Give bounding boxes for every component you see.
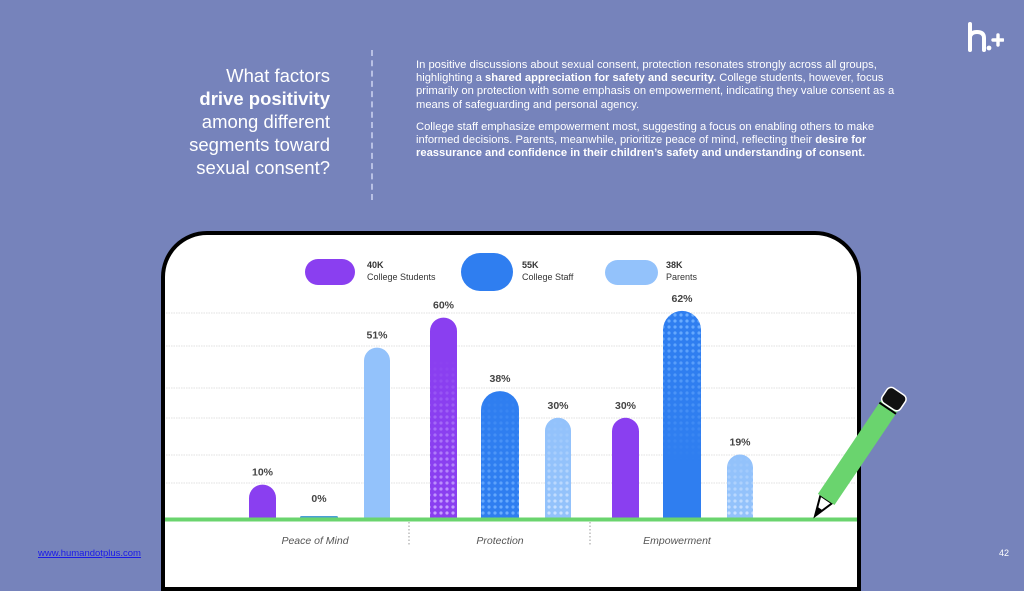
category-label: Peace of Mind — [281, 535, 349, 547]
category-label: Protection — [476, 535, 523, 547]
question-line-1: What factors — [226, 65, 330, 86]
legend-label: College Students — [367, 272, 436, 282]
value-label: 60% — [433, 300, 455, 312]
legend: 40K College Students 55K College Staff 38K Pa… — [305, 253, 698, 291]
bars — [249, 310, 753, 519]
bar-college-students-empowerment — [612, 417, 639, 518]
value-label: 38% — [489, 373, 511, 385]
legend-swatch — [605, 260, 658, 285]
website-link[interactable]: www.humandotplus.com — [38, 548, 141, 559]
legend-item-college-staff: 55K College Staff — [461, 253, 574, 291]
question-line-4: segments toward — [189, 134, 330, 155]
bar-parents-empowerment — [727, 454, 753, 518]
category-labels: Peace of Mind Protection Empowerment — [281, 535, 711, 547]
question-line-5: sexual consent? — [196, 157, 330, 178]
bar-college-staff-protection — [481, 391, 519, 518]
question-emphasis: drive positivity — [199, 88, 330, 109]
pencil-icon — [813, 386, 907, 519]
legend-item-college-students: 40K College Students — [305, 259, 436, 285]
category-label: Empowerment — [643, 535, 712, 547]
question-line-3: among different — [201, 111, 330, 132]
bar-parents-peace-of-mind — [364, 347, 390, 518]
summary-p2-bold: desire for reassurance and confidence in… — [416, 134, 867, 160]
value-labels: 10% 0% 51% 60% 38% 30% 30% 62% 19% — [252, 293, 751, 505]
summary-p1-text-a: In positive discussions about sexual con… — [416, 59, 877, 85]
value-label: 62% — [671, 293, 693, 305]
value-label: 30% — [547, 400, 569, 412]
summary-paragraph-2: College staff emphasize empowerment most… — [416, 121, 896, 161]
value-label: 19% — [729, 437, 751, 449]
legend-label: Parents — [666, 272, 698, 282]
h-plus-logo-icon — [968, 22, 1004, 52]
bar-chart: 10% 0% 51% 60% 38% 30% 30% 62% 19% Peace of Mind… — [165, 253, 907, 547]
value-label: 10% — [252, 467, 274, 479]
bar-college-staff-empowerment — [663, 310, 701, 518]
page-number: 42 — [999, 548, 1010, 558]
summary-p1-text-b: College students, however, focus primari… — [416, 72, 895, 111]
summary-text: In positive discussions about sexual con… — [416, 59, 896, 169]
value-label: 30% — [615, 400, 637, 412]
legend-item-parents: 38K Parents — [605, 260, 698, 285]
bar-college-students-peace-of-mind — [249, 484, 276, 518]
legend-swatch — [305, 259, 355, 285]
bar-parents-protection — [545, 417, 571, 518]
value-label: 0% — [311, 493, 327, 505]
question-line-2: drive positivity — [150, 87, 330, 110]
legend-swatch — [461, 253, 513, 291]
legend-count: 55K — [522, 260, 539, 270]
question-heading: What factors drive positivity among diff… — [150, 64, 330, 179]
summary-p1-bold: shared appreciation for safety and secur… — [485, 72, 717, 85]
summary-paragraph-1: In positive discussions about sexual con… — [416, 59, 896, 112]
legend-count: 38K — [666, 260, 683, 270]
dashed-divider — [371, 50, 373, 200]
summary-p2-text-a: College staff emphasize empowerment most… — [416, 120, 875, 147]
value-label: 51% — [366, 330, 388, 342]
legend-count: 40K — [367, 260, 384, 270]
bar-college-students-protection — [430, 317, 457, 518]
legend-label: College Staff — [522, 272, 574, 282]
